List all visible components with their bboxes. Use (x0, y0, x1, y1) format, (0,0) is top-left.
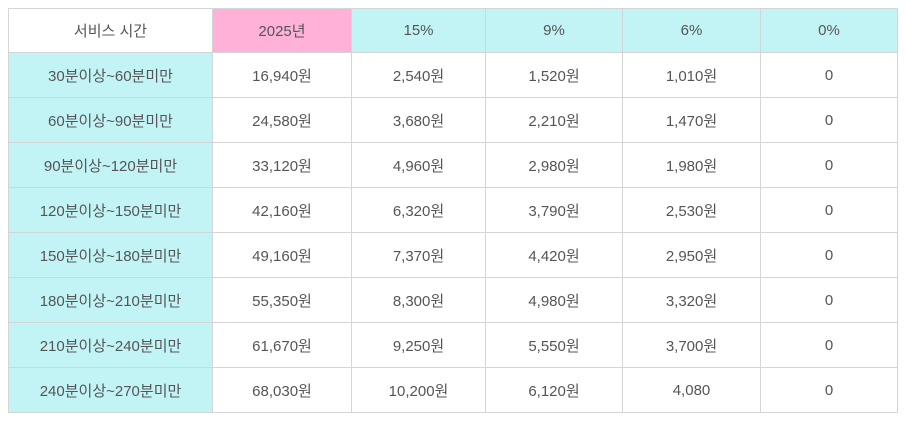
row-label-cell: 120분이상~150분미만 (8, 187, 213, 233)
table-row: 150분이상~180분미만 49,160원 7,370원 4,420원 2,95… (8, 232, 898, 278)
row-label-cell: 30분이상~60분미만 (8, 52, 213, 98)
value-cell: 3,680원 (351, 97, 486, 143)
table-row: 180분이상~210분미만 55,350원 8,300원 4,980원 3,32… (8, 277, 898, 323)
header-cell-year-2025: 2025년 (212, 8, 352, 53)
table-row: 60분이상~90분미만 24,580원 3,680원 2,210원 1,470원… (8, 97, 898, 143)
header-cell-service-time: 서비스 시간 (8, 8, 213, 53)
value-cell: 68,030원 (212, 367, 352, 413)
row-label-cell: 240분이상~270분미만 (8, 367, 213, 413)
header-cell-rate-0: 0% (760, 8, 898, 53)
value-cell: 2,950원 (622, 232, 761, 278)
value-cell: 61,670원 (212, 322, 352, 368)
value-cell: 4,080 (622, 367, 761, 413)
value-cell: 1,010원 (622, 52, 761, 98)
value-cell: 0 (760, 52, 898, 98)
value-cell: 7,370원 (351, 232, 486, 278)
table-row: 90분이상~120분미만 33,120원 4,960원 2,980원 1,980… (8, 142, 898, 188)
table-row: 30분이상~60분미만 16,940원 2,540원 1,520원 1,010원… (8, 52, 898, 98)
value-cell: 3,790원 (485, 187, 623, 233)
value-cell: 24,580원 (212, 97, 352, 143)
pricing-table-container: 서비스 시간 2025년 15% 9% 6% 0% 30분이상~60분미만 16… (8, 8, 898, 413)
value-cell: 5,550원 (485, 322, 623, 368)
value-cell: 4,960원 (351, 142, 486, 188)
value-cell: 33,120원 (212, 142, 352, 188)
value-cell: 6,320원 (351, 187, 486, 233)
value-cell: 3,320원 (622, 277, 761, 323)
value-cell: 2,210원 (485, 97, 623, 143)
value-cell: 0 (760, 277, 898, 323)
value-cell: 0 (760, 367, 898, 413)
value-cell: 1,520원 (485, 52, 623, 98)
value-cell: 0 (760, 187, 898, 233)
value-cell: 0 (760, 232, 898, 278)
row-label-cell: 210분이상~240분미만 (8, 322, 213, 368)
value-cell: 1,470원 (622, 97, 761, 143)
table-row: 120분이상~150분미만 42,160원 6,320원 3,790원 2,53… (8, 187, 898, 233)
header-cell-rate-15: 15% (351, 8, 486, 53)
value-cell: 4,980원 (485, 277, 623, 323)
value-cell: 55,350원 (212, 277, 352, 323)
value-cell: 3,700원 (622, 322, 761, 368)
row-label-cell: 180분이상~210분미만 (8, 277, 213, 323)
value-cell: 0 (760, 142, 898, 188)
value-cell: 9,250원 (351, 322, 486, 368)
value-cell: 4,420원 (485, 232, 623, 278)
value-cell: 10,200원 (351, 367, 486, 413)
value-cell: 2,540원 (351, 52, 486, 98)
value-cell: 49,160원 (212, 232, 352, 278)
value-cell: 1,980원 (622, 142, 761, 188)
table-row: 210분이상~240분미만 61,670원 9,250원 5,550원 3,70… (8, 322, 898, 368)
table-header-row: 서비스 시간 2025년 15% 9% 6% 0% (8, 8, 898, 53)
value-cell: 0 (760, 97, 898, 143)
row-label-cell: 150분이상~180분미만 (8, 232, 213, 278)
service-time-pricing-table: 서비스 시간 2025년 15% 9% 6% 0% 30분이상~60분미만 16… (8, 8, 898, 413)
row-label-cell: 90분이상~120분미만 (8, 142, 213, 188)
value-cell: 0 (760, 322, 898, 368)
value-cell: 8,300원 (351, 277, 486, 323)
table-row: 240분이상~270분미만 68,030원 10,200원 6,120원 4,0… (8, 367, 898, 413)
value-cell: 42,160원 (212, 187, 352, 233)
row-label-cell: 60분이상~90분미만 (8, 97, 213, 143)
header-cell-rate-6: 6% (622, 8, 761, 53)
table-body: 30분이상~60분미만 16,940원 2,540원 1,520원 1,010원… (8, 52, 898, 413)
header-cell-rate-9: 9% (485, 8, 623, 53)
value-cell: 6,120원 (485, 367, 623, 413)
value-cell: 2,980원 (485, 142, 623, 188)
value-cell: 2,530원 (622, 187, 761, 233)
value-cell: 16,940원 (212, 52, 352, 98)
